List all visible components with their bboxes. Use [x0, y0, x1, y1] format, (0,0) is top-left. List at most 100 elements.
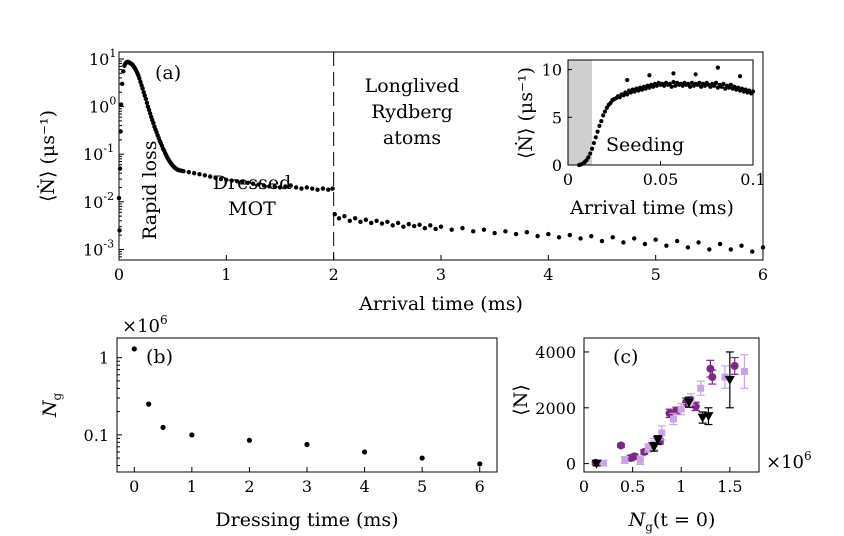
y-tick-label: 10	[542, 61, 562, 80]
data-point	[625, 77, 630, 83]
data-point	[143, 96, 149, 102]
y-tick-label: 2000	[535, 399, 576, 418]
data-point	[597, 123, 602, 128]
data-point	[601, 113, 606, 118]
panel-b-x-ticks: 0 1 2 3 4 5 6	[129, 467, 485, 496]
data-point-square	[669, 415, 677, 423]
x-tick-label: 0	[114, 265, 124, 284]
data-point	[272, 184, 277, 189]
data-point	[197, 172, 202, 177]
x-tick-label: 0	[129, 477, 139, 496]
data-point	[332, 211, 337, 217]
x-tick-label: 0	[563, 170, 573, 189]
data-point	[246, 437, 253, 443]
y-tick-label: 10-1	[83, 142, 114, 164]
data-point	[697, 80, 702, 86]
data-point	[352, 216, 358, 221]
y-tick-label: 1	[99, 349, 109, 368]
x-tick-label: 5	[417, 477, 427, 496]
data-point	[336, 216, 342, 221]
data-point	[653, 237, 658, 242]
data-point-circle	[706, 364, 715, 373]
data-point	[138, 79, 143, 85]
panel-b-y-ticks: 10.1	[84, 349, 122, 467]
data-point	[330, 186, 335, 191]
data-point	[593, 135, 598, 140]
data-point-triangle	[684, 398, 694, 408]
annotation-atoms: atoms	[383, 127, 441, 149]
data-point	[283, 184, 288, 189]
data-point-square	[677, 405, 685, 413]
data-point	[320, 186, 326, 191]
data-point-circle	[708, 373, 717, 382]
data-point	[438, 224, 444, 229]
annotation-longlived: Longlived	[365, 75, 460, 97]
data-point	[256, 182, 261, 187]
data-point	[208, 174, 213, 179]
data-point	[116, 195, 122, 201]
data-point	[369, 220, 374, 226]
panel-b-frame	[116, 337, 498, 473]
x-tick-label: 5	[651, 265, 661, 284]
data-point	[535, 233, 540, 239]
data-point	[149, 114, 154, 120]
data-point	[595, 129, 600, 134]
data-point-square	[721, 373, 729, 381]
x-tick-label: 2	[244, 477, 254, 496]
data-point-triangle	[697, 413, 708, 423]
panel-c-x-ticks: 0 0.5 1 1.5	[579, 467, 743, 496]
data-point	[401, 224, 406, 229]
data-point	[588, 151, 593, 156]
data-point	[671, 71, 676, 76]
data-point	[146, 401, 152, 407]
annotation-rydberg: Rydberg	[371, 101, 453, 123]
data-point	[586, 155, 591, 160]
data-point	[621, 240, 626, 245]
data-point	[524, 230, 530, 235]
data-point	[449, 227, 454, 232]
y-tick-label: 0.1	[84, 426, 109, 445]
data-point	[433, 226, 438, 232]
inset-xlabel: Arrival time (ms)	[569, 197, 734, 219]
data-point	[717, 241, 723, 247]
data-point	[417, 222, 422, 227]
data-point	[145, 104, 151, 109]
data-point	[492, 230, 497, 236]
data-point	[342, 213, 347, 219]
data-point-circle	[691, 402, 700, 411]
data-point	[546, 231, 551, 237]
data-point	[728, 82, 733, 87]
data-point	[250, 181, 256, 186]
panel-c-label: (c)	[613, 346, 638, 368]
data-point-circle	[730, 361, 739, 370]
data-point	[693, 72, 698, 77]
y-tick-label: 101	[89, 47, 116, 69]
annotation-rapid-loss: Rapid loss	[139, 140, 161, 240]
data-point	[671, 79, 676, 85]
data-point	[578, 236, 583, 241]
data-point	[121, 69, 126, 74]
data-point	[299, 186, 304, 191]
y-tick-label: 5	[552, 108, 562, 127]
y-tick-label: 100	[89, 95, 116, 117]
data-point	[688, 84, 693, 89]
data-point	[117, 228, 122, 233]
data-point-triangle	[724, 375, 735, 385]
panel-b-multiplier: ×106	[122, 313, 168, 337]
data-point	[151, 120, 156, 126]
data-point	[411, 223, 417, 229]
data-point	[131, 346, 137, 352]
data-point	[428, 223, 433, 228]
data-point	[118, 129, 123, 134]
panel-c-xlabel: Ng(t = 0)	[628, 509, 716, 534]
x-tick-label: 1	[221, 265, 231, 284]
x-tick-label: 3	[302, 477, 312, 496]
data-point	[513, 231, 519, 237]
panel-b-xlabel: Dressing time (ms)	[215, 509, 398, 531]
data-point	[739, 243, 744, 248]
data-point	[191, 170, 197, 176]
inset-y-ticks: 0 5 10	[542, 61, 572, 175]
x-tick-label: 0.5	[620, 477, 645, 496]
